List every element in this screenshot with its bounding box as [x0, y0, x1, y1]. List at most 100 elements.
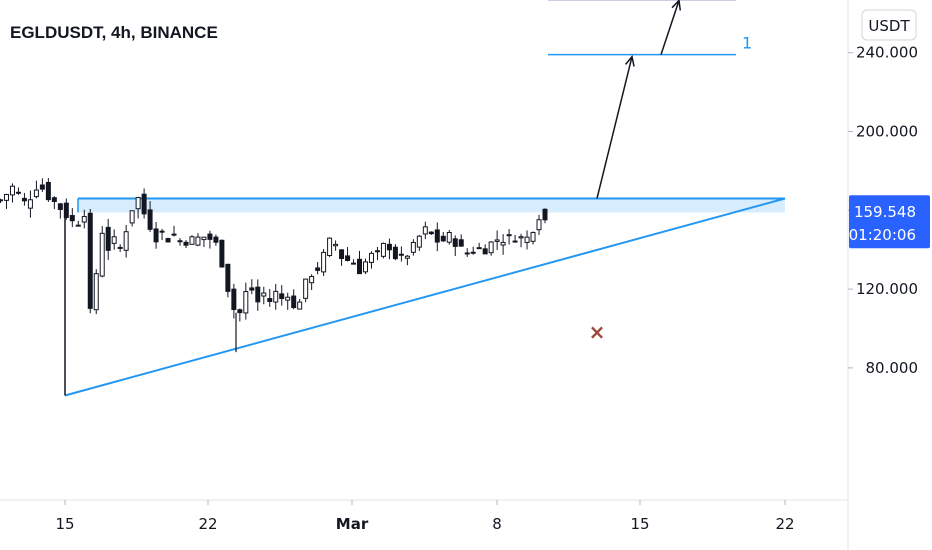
- fib-level-label: 1: [742, 34, 752, 53]
- candle-up: [129, 210, 135, 224]
- candle-up: [524, 236, 530, 243]
- candle-down: [249, 287, 255, 291]
- stop-loss-marker: ×: [589, 320, 606, 344]
- candle-down: [147, 209, 153, 230]
- candle-down: [386, 243, 392, 251]
- candle-down: [231, 288, 237, 311]
- candle-up: [81, 216, 87, 223]
- candle-up: [536, 219, 542, 231]
- candle-down: [117, 246, 123, 249]
- candle-up: [3, 194, 9, 201]
- target-arrow-shaft: [596, 56, 633, 199]
- price-tick-label: 80.000: [866, 359, 919, 377]
- currency-label-box[interactable]: [861, 9, 917, 41]
- candle-up: [303, 278, 309, 299]
- time-tick-label: Mar: [336, 515, 369, 533]
- candle-down: [434, 229, 440, 243]
- candle-up: [93, 273, 99, 311]
- candle-down: [345, 255, 351, 261]
- candle-up: [195, 236, 201, 246]
- candle-down: [171, 233, 177, 236]
- candle-down: [15, 191, 21, 194]
- candle-up: [159, 230, 165, 233]
- candle-up: [506, 234, 512, 237]
- candle-down: [315, 267, 321, 271]
- candle-up: [285, 296, 291, 301]
- candle-up: [261, 292, 267, 297]
- candle-up: [494, 239, 500, 242]
- target-arrow-shaft: [660, 0, 680, 55]
- candle-down: [482, 248, 488, 255]
- candle-up: [327, 237, 333, 257]
- candle-up: [99, 232, 105, 277]
- candle-up: [297, 301, 303, 310]
- candle-down: [213, 236, 219, 243]
- candle-down: [470, 251, 476, 254]
- current-price-value: 159.548: [854, 203, 916, 221]
- target-arrow-head: [625, 54, 635, 67]
- candle-up: [123, 231, 129, 251]
- candle-down: [267, 298, 273, 302]
- time-tick-label: 22: [775, 515, 794, 533]
- candle-down: [39, 184, 45, 190]
- candle-down: [291, 295, 297, 309]
- time-tick-label: 22: [198, 515, 217, 533]
- price-tick-label: 120.000: [856, 280, 918, 298]
- plot-area: 1.4141.2721×: [0, 0, 786, 397]
- candle-up: [398, 253, 404, 256]
- candle-up: [351, 262, 357, 265]
- candle-up: [374, 250, 380, 253]
- candle-down: [339, 249, 345, 260]
- candle-up: [33, 189, 39, 198]
- candle-down: [428, 231, 434, 235]
- time-tick-label: 15: [55, 515, 74, 533]
- candle-up: [416, 235, 422, 248]
- candle-down: [0, 199, 3, 202]
- candle-down: [153, 228, 159, 243]
- candle-down: [357, 258, 363, 275]
- candle-down: [165, 238, 171, 243]
- candle-down: [57, 203, 63, 210]
- time-axis-ticks: 15 22 Mar 8 15 22: [55, 500, 795, 533]
- candle-down: [279, 293, 285, 300]
- time-tick-label: 15: [630, 515, 649, 533]
- candle-up: [201, 236, 207, 241]
- price-tick-label: 200.000: [856, 123, 918, 141]
- candle-up: [380, 242, 386, 257]
- candle-down: [87, 212, 93, 309]
- candle-up: [309, 276, 315, 284]
- candle-up: [177, 240, 183, 243]
- candle-up: [111, 236, 117, 244]
- candle-up: [488, 241, 494, 254]
- candle-down: [255, 286, 261, 303]
- candle-up: [333, 243, 339, 247]
- candle-down: [183, 241, 189, 246]
- resistance-zone: [78, 198, 785, 213]
- candle-down: [512, 240, 518, 243]
- candle-up: [362, 261, 368, 273]
- candle-up: [500, 241, 506, 246]
- candle-up: [9, 185, 15, 196]
- candle-up: [321, 251, 327, 273]
- candle-up: [27, 199, 33, 209]
- candle-down: [105, 226, 111, 251]
- candle-down: [440, 235, 446, 242]
- currency-label: USDT: [868, 17, 910, 35]
- current-price-badge: 159.548 01:20:06: [849, 195, 930, 249]
- candle-up: [446, 231, 452, 243]
- candle-down: [452, 238, 458, 247]
- candle-up: [189, 236, 195, 245]
- candle-down: [75, 224, 81, 227]
- candle-down: [392, 246, 398, 260]
- candle-down: [45, 181, 51, 201]
- candle-up: [243, 291, 249, 314]
- candle-down: [225, 263, 231, 292]
- candle-up: [518, 236, 524, 239]
- candle-down: [51, 197, 57, 202]
- candle-down: [542, 208, 548, 221]
- price-tick-label: 240.000: [856, 44, 918, 62]
- candle-down: [219, 239, 225, 268]
- candle-up: [476, 247, 482, 250]
